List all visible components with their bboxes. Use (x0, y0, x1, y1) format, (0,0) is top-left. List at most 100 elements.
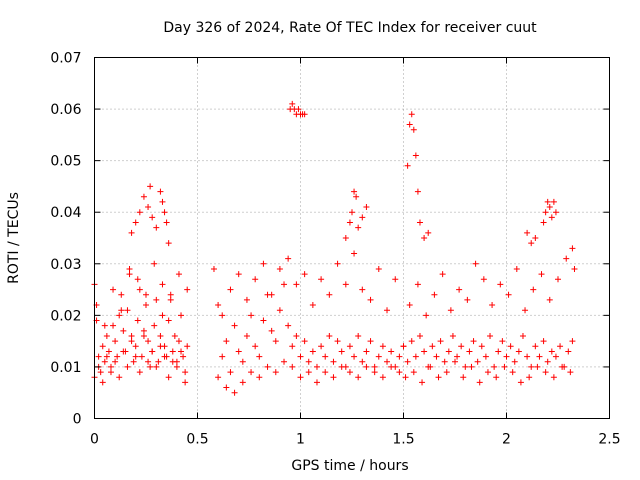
data-point (153, 224, 160, 231)
data-point (540, 338, 547, 345)
data-point (536, 353, 543, 360)
x-tick-label: 0 (90, 432, 99, 448)
data-point (272, 369, 279, 376)
data-point (379, 343, 386, 350)
data-point (441, 358, 448, 365)
data-point (103, 353, 110, 360)
data-point (478, 343, 485, 350)
data-point (260, 317, 267, 324)
data-point (552, 353, 559, 360)
data-point (489, 302, 496, 309)
data-point (138, 353, 145, 360)
data-point (167, 296, 174, 303)
data-point (285, 255, 292, 262)
data-point (404, 162, 411, 169)
data-point (243, 332, 250, 339)
data-point (431, 291, 438, 298)
data-point (313, 379, 320, 386)
data-point (157, 188, 164, 195)
data-point (507, 343, 514, 350)
data-point (326, 332, 333, 339)
data-point (128, 332, 135, 339)
data-point (322, 369, 329, 376)
data-point (309, 302, 316, 309)
data-point (501, 363, 508, 370)
y-tick-label: 0 (73, 412, 82, 428)
data-point (175, 338, 182, 345)
data-point (112, 338, 119, 345)
data-point (330, 374, 337, 381)
data-point (95, 353, 102, 360)
data-point (408, 111, 415, 118)
data-point (155, 358, 162, 365)
data-point (210, 265, 217, 272)
data-point (305, 358, 312, 365)
data-point (223, 338, 230, 345)
data-point (454, 353, 461, 360)
data-point (252, 343, 259, 350)
data-point (243, 296, 250, 303)
data-point (563, 255, 570, 262)
y-tick-label: 0.01 (50, 360, 81, 376)
data-point (215, 374, 222, 381)
data-point (396, 369, 403, 376)
data-point (143, 291, 149, 298)
data-point (400, 343, 407, 350)
data-point (178, 312, 185, 319)
data-point (542, 209, 549, 216)
plot-frame (94, 57, 610, 419)
data-point (468, 363, 475, 370)
x-tick-label: 2 (502, 432, 511, 448)
data-point (120, 327, 127, 334)
data-point (423, 312, 430, 319)
data-point (443, 369, 450, 376)
data-point (161, 209, 168, 216)
data-point (124, 307, 131, 314)
data-point (235, 271, 242, 278)
data-point (544, 198, 551, 205)
data-point (157, 332, 164, 339)
data-point (165, 240, 172, 247)
data-point (227, 369, 234, 376)
x-tick-labels: 0 0.5 1 1.5 2 2.5 (90, 432, 621, 448)
data-point (406, 302, 413, 309)
data-point (351, 250, 358, 257)
data-point (538, 271, 545, 278)
data-point (402, 374, 409, 381)
data-point (289, 343, 296, 350)
data-point (272, 338, 279, 345)
data-point (151, 322, 158, 329)
data-point (231, 322, 238, 329)
x-tick-label: 0.5 (186, 432, 208, 448)
data-point (513, 265, 520, 272)
data-point (425, 229, 432, 236)
data-point (124, 363, 131, 370)
x-tick-label: 2.5 (598, 432, 620, 448)
data-point (466, 348, 473, 355)
data-point (180, 353, 187, 360)
data-point (215, 302, 222, 309)
data-point (128, 229, 135, 236)
y-tick-label: 0.06 (50, 102, 81, 118)
data-point (173, 363, 180, 370)
data-point (410, 126, 417, 133)
data-point (363, 204, 370, 211)
data-point (571, 265, 578, 272)
data-point (235, 348, 242, 355)
data-point (476, 379, 483, 386)
data-point (159, 198, 166, 205)
data-point (346, 343, 353, 350)
data-point (408, 338, 415, 345)
data-point (363, 348, 370, 355)
data-point (548, 214, 555, 221)
data-point (439, 271, 446, 278)
data-point (330, 358, 337, 365)
data-point (353, 193, 360, 200)
data-point (268, 327, 275, 334)
y-tick-labels: 0 0.01 0.02 0.03 0.04 0.05 0.06 0.07 (50, 51, 81, 428)
data-point (136, 286, 143, 293)
y-axis-label: ROTI / TECUs (6, 192, 22, 284)
data-point (532, 235, 539, 241)
data-point (112, 358, 119, 365)
data-point (419, 379, 426, 386)
